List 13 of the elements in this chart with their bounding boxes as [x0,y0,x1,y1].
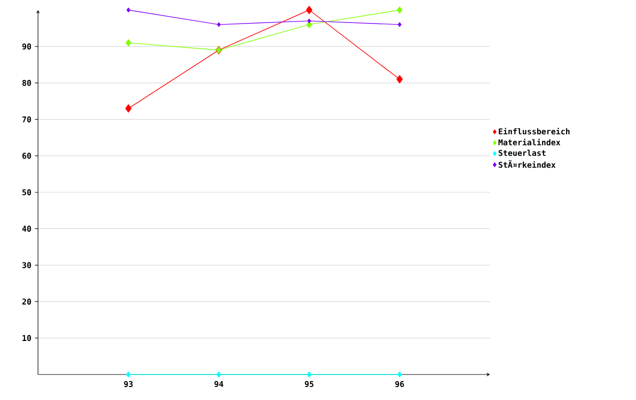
point [306,6,312,14]
point [126,39,132,46]
point [396,6,402,14]
point [125,104,132,113]
point [307,18,312,24]
point [396,75,403,84]
point [126,8,130,12]
point [397,372,402,378]
point [398,22,402,27]
point [306,372,312,378]
point [126,372,131,378]
point [216,372,222,378]
point [216,22,221,27]
